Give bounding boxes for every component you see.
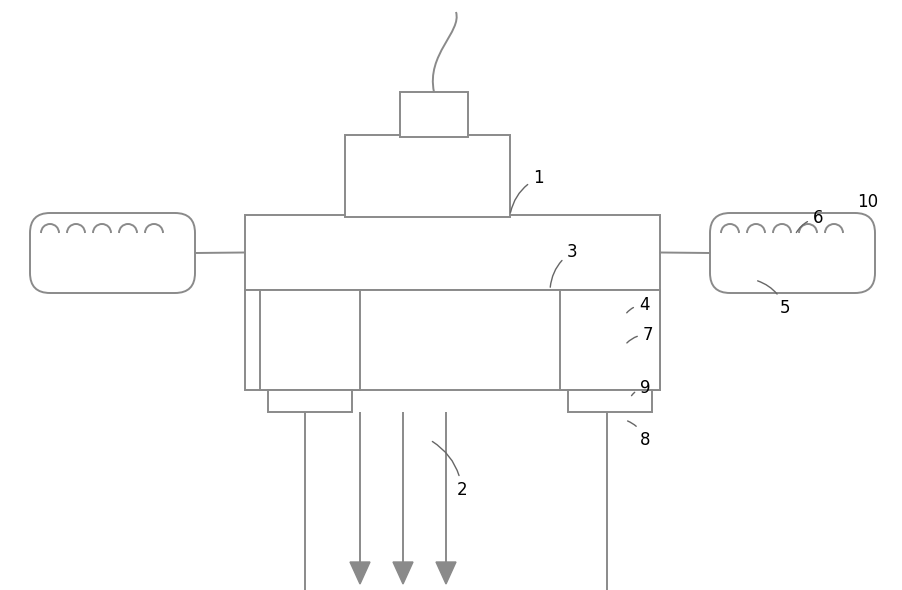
Text: 4: 4 [627, 296, 649, 314]
Text: 9: 9 [631, 379, 650, 397]
Text: 10: 10 [858, 193, 879, 211]
Bar [268, 390, 352, 412]
Bar [560, 290, 660, 390]
Polygon shape [393, 562, 413, 584]
Bar [400, 92, 468, 137]
Bar [568, 390, 652, 412]
Bar [245, 215, 660, 290]
Text: 6: 6 [796, 209, 824, 232]
FancyBboxPatch shape [30, 213, 195, 293]
Text: 5: 5 [758, 281, 790, 317]
FancyBboxPatch shape [710, 213, 875, 293]
Text: 3: 3 [550, 243, 577, 287]
Text: 8: 8 [628, 421, 650, 449]
Bar [260, 290, 360, 390]
Text: 2: 2 [432, 441, 467, 499]
Text: 7: 7 [627, 326, 653, 344]
Bar [245, 290, 660, 390]
Text: 1: 1 [511, 169, 543, 212]
Bar [345, 135, 510, 217]
Polygon shape [436, 562, 456, 584]
Polygon shape [350, 562, 370, 584]
